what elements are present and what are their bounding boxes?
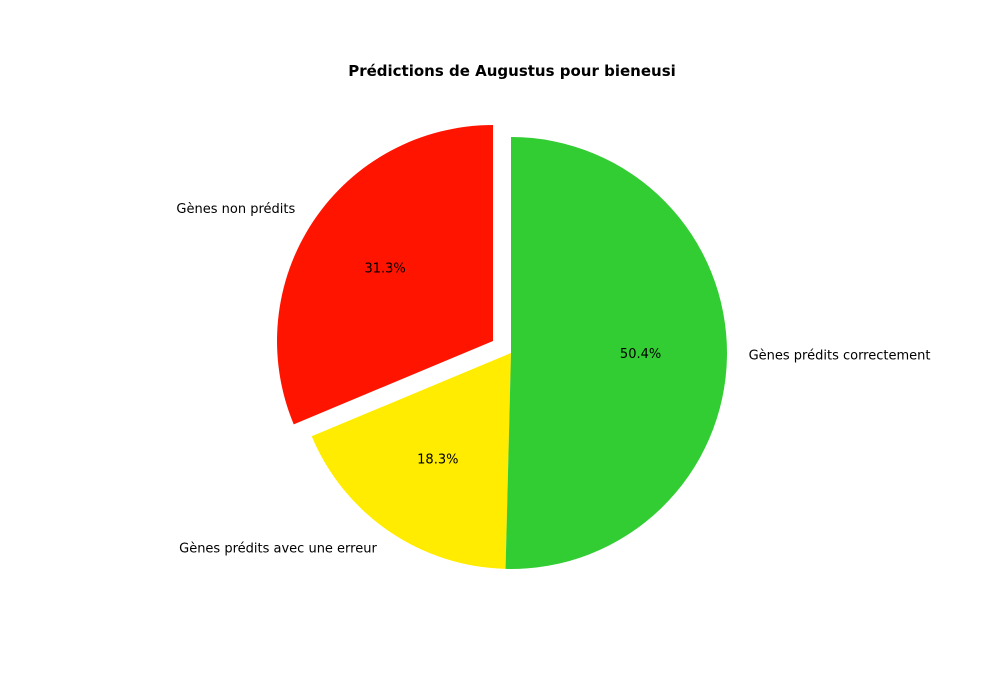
- slice-percent-label: 50.4%: [620, 347, 661, 362]
- percent-labels: 31.3% 18.3% 50.4%: [364, 262, 661, 468]
- pie-slice: [505, 137, 728, 569]
- slice-percent-label: 31.3%: [364, 262, 405, 277]
- chart-title: Prédictions de Augustus pour bieneusi: [348, 62, 676, 80]
- pie-slice: [311, 353, 511, 569]
- pie-slice: [277, 125, 494, 425]
- slice-percent-label: 18.3%: [417, 452, 458, 467]
- slice-category-label: Gènes prédits correctement: [749, 348, 931, 363]
- slice-category-label: Gènes non prédits: [176, 202, 295, 217]
- slice-labels: Gènes non prédits Gènes prédits avec une …: [176, 202, 930, 557]
- pie-slices: [277, 125, 728, 569]
- slice-category-label: Gènes prédits avec une erreur: [179, 542, 377, 557]
